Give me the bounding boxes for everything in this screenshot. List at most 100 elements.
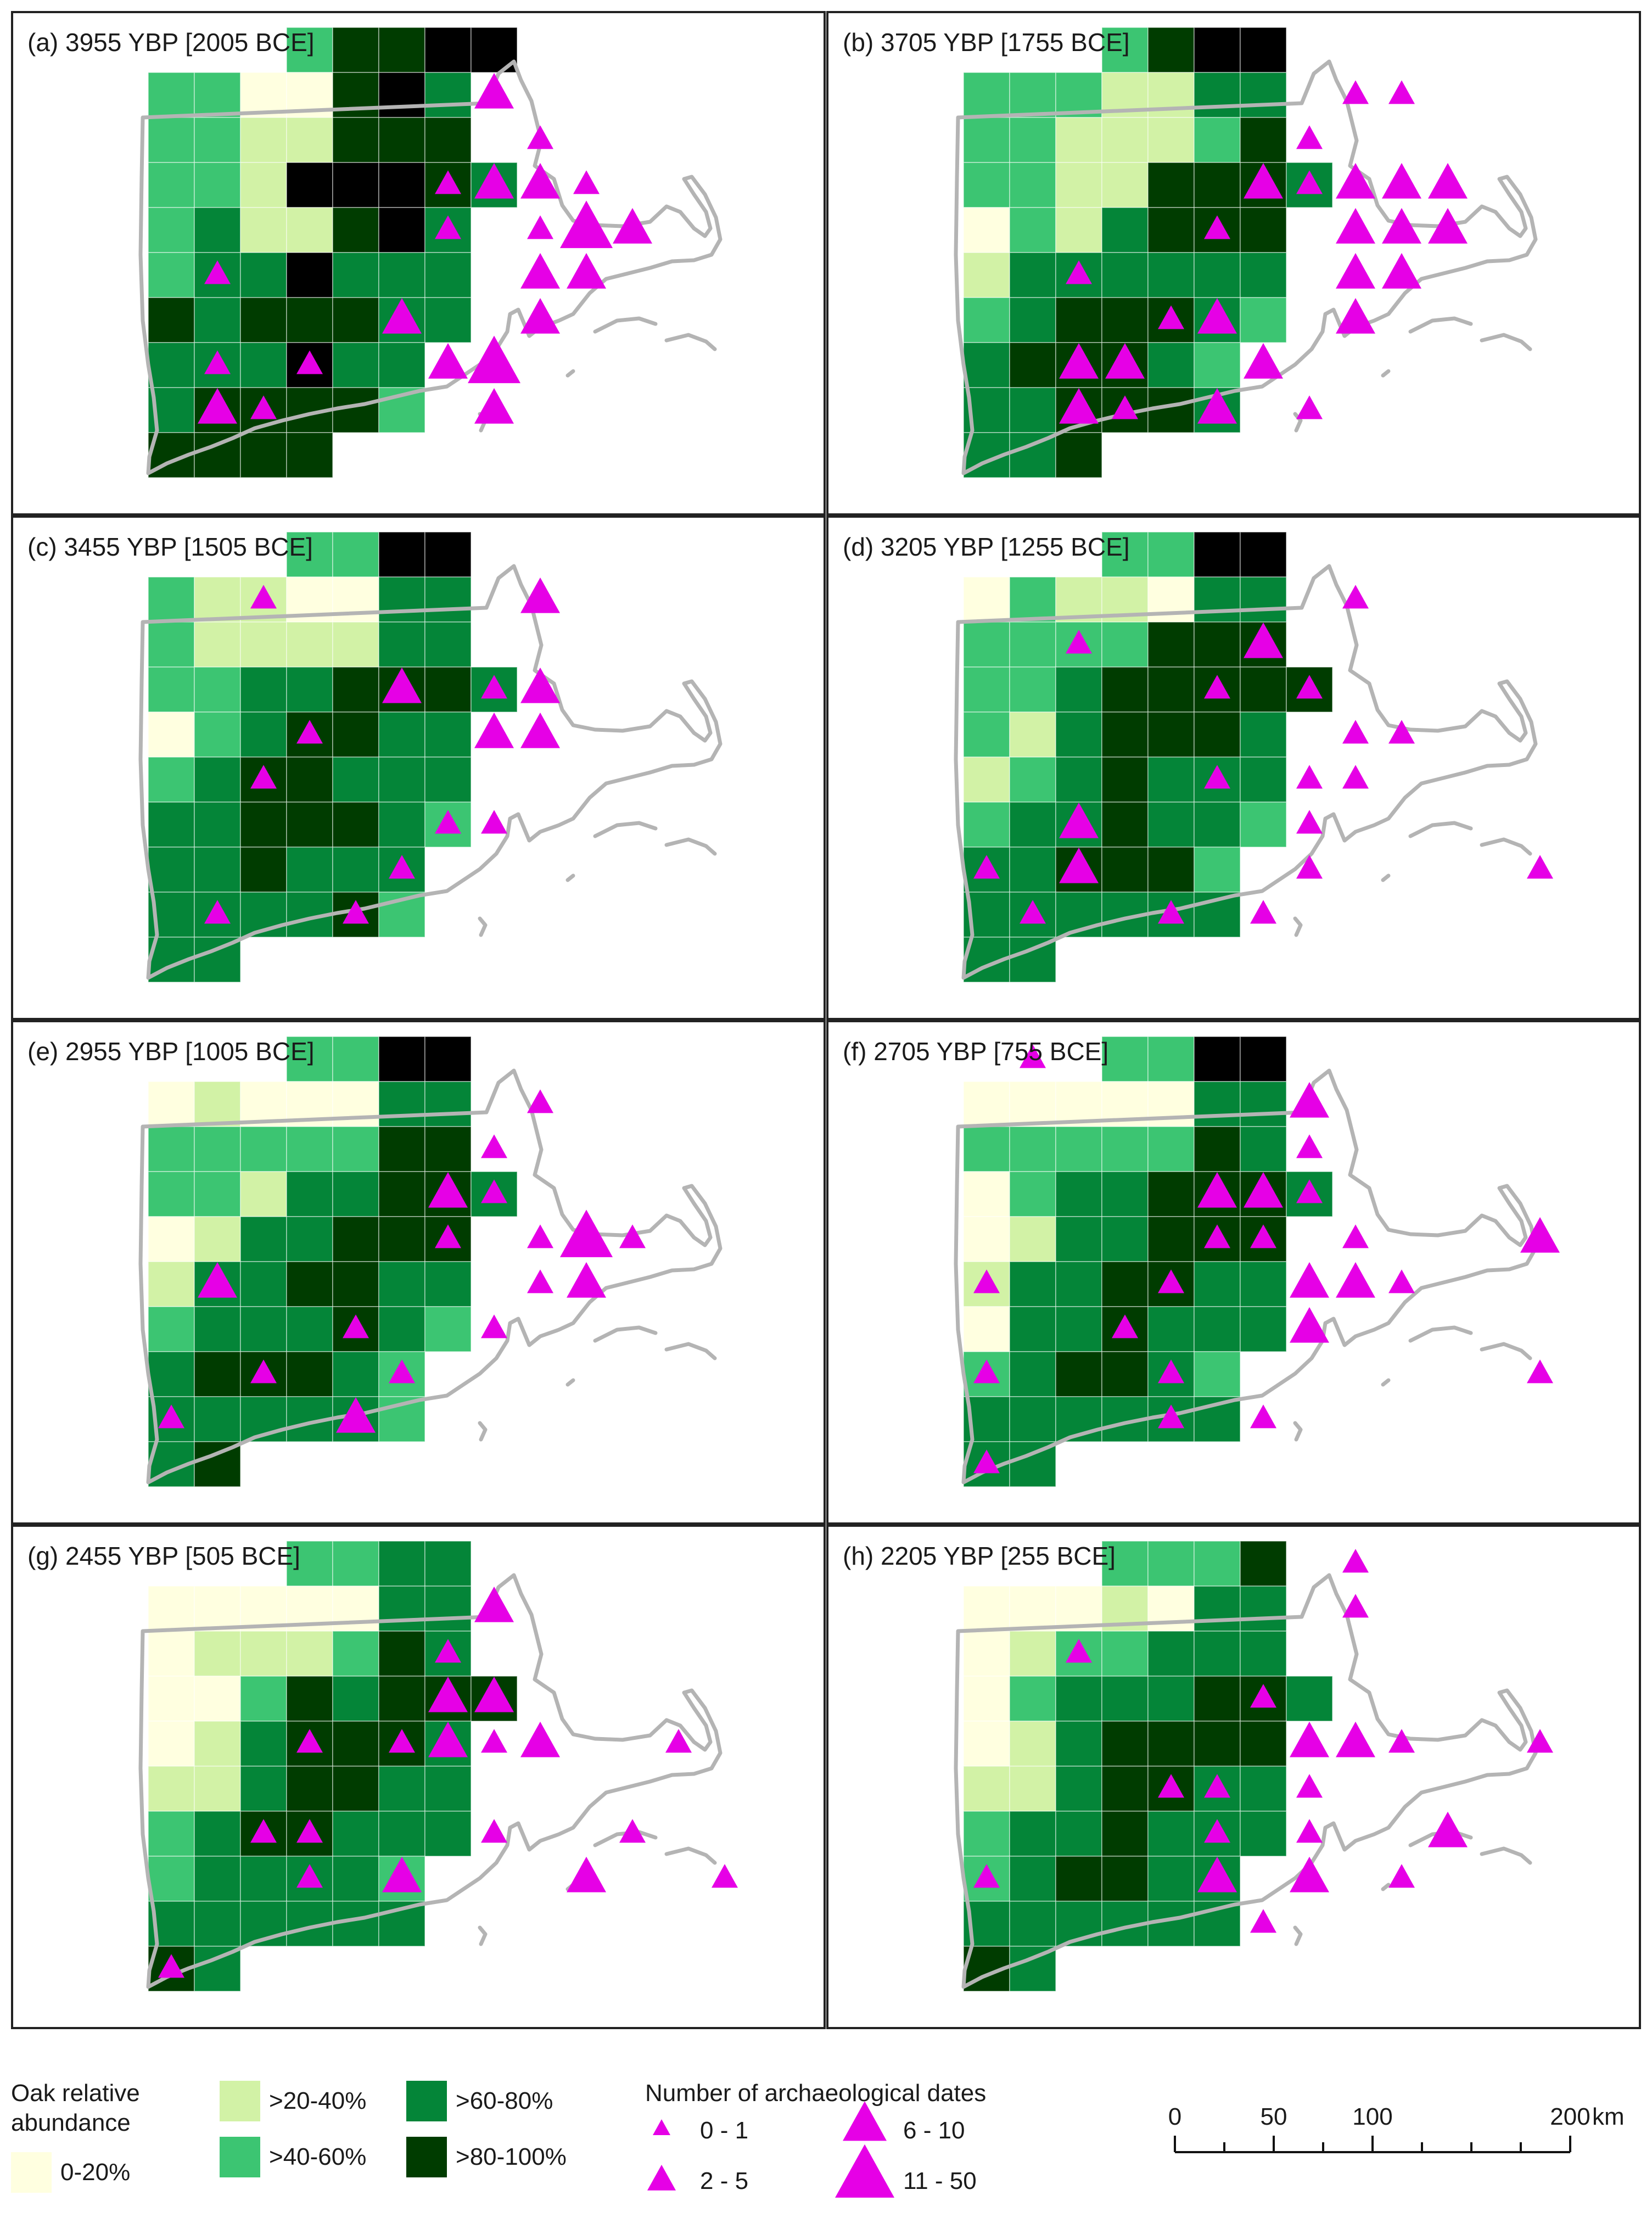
grid-cell <box>963 712 1010 758</box>
grid-cell <box>1055 207 1102 253</box>
grid-cell <box>1240 1036 1287 1082</box>
grid-cell <box>286 117 333 163</box>
islands-outline-4 <box>1381 1883 1391 1891</box>
archaeological-date-marker <box>1527 1729 1553 1753</box>
archaeological-date-marker <box>573 170 600 194</box>
legend-swatch-20-40 <box>220 2081 260 2121</box>
grid-cell <box>963 1721 1010 1767</box>
islands-outline-2 <box>1480 1342 1532 1360</box>
grid-cell <box>332 847 379 893</box>
archaeological-date-marker <box>382 1856 422 1892</box>
archaeological-date-marker <box>1428 1811 1468 1847</box>
grid-cell <box>240 207 287 253</box>
grid-cell <box>1055 1856 1102 1902</box>
legend-label-80-100: >80-100% <box>456 2143 567 2170</box>
grid-cell <box>1147 667 1195 713</box>
grid-cell <box>1194 72 1241 118</box>
grid-cell <box>1101 1261 1149 1307</box>
grid-cell <box>1009 1856 1056 1902</box>
grid-cell <box>194 1586 241 1632</box>
grid-cell <box>1009 117 1056 163</box>
grid-cell <box>1194 1586 1241 1632</box>
islands-outline-1 <box>593 316 658 334</box>
archaeological-date-marker <box>204 350 231 374</box>
grid-cell <box>963 1306 1010 1352</box>
grid-cell <box>148 802 195 848</box>
grid-cell <box>194 117 241 163</box>
grid-cell <box>148 117 195 163</box>
archaeological-date-marker <box>428 1676 468 1712</box>
grid-cell <box>148 1676 195 1722</box>
grid-cell <box>332 1541 379 1587</box>
grid-cell <box>286 432 333 478</box>
grid-cell <box>332 802 379 848</box>
grid-cell <box>1240 72 1287 118</box>
archaeological-date-marker <box>336 1397 376 1433</box>
archaeological-date-marker <box>973 1269 1000 1293</box>
grid-cell <box>1240 1766 1287 1812</box>
archaeological-date-marker <box>1250 900 1276 924</box>
panel-title: (c) 3455 YBP [1505 BCE] <box>27 533 313 561</box>
scale-tick-0: 0 <box>1168 2103 1181 2130</box>
archaeological-date-marker <box>435 1639 461 1663</box>
grid-cell <box>378 1306 425 1352</box>
map-panel-b: (b) 3705 YBP [1755 BCE] <box>826 11 1641 516</box>
grid-cell <box>424 667 472 713</box>
archaeological-date-marker <box>1296 1179 1323 1203</box>
archaeological-date-marker <box>1290 1307 1329 1343</box>
grid-cell <box>332 342 379 388</box>
grid-cell <box>963 297 1010 343</box>
grid-cell <box>1009 72 1056 118</box>
grid-cell <box>1101 1676 1149 1722</box>
grid-cell <box>424 576 472 623</box>
archaeological-date-marker <box>1388 1729 1415 1753</box>
grid-cell <box>148 1721 195 1767</box>
archaeological-date-marker <box>1388 1864 1415 1888</box>
grid-cell <box>963 1126 1010 1172</box>
legend-label-20-40: >20-40% <box>269 2087 367 2114</box>
grid-cell <box>378 1171 425 1217</box>
grid-cell <box>378 27 425 73</box>
grid-cell <box>1240 757 1287 803</box>
oak-abundance-map <box>954 531 1553 983</box>
grid-cell <box>1101 252 1149 298</box>
archaeological-date-marker <box>296 350 323 374</box>
islands-outline-3 <box>1293 412 1303 433</box>
archaeological-sites <box>158 1586 738 1978</box>
grid-cell <box>378 576 425 623</box>
grid-cell <box>194 1216 241 1262</box>
dates-legend-title: Number of archaeological dates <box>645 2080 987 2107</box>
archaeological-date-marker <box>973 1864 1000 1888</box>
grid-cell <box>1009 297 1056 343</box>
legend-label-0-20: 0-20% <box>60 2159 131 2186</box>
grid-cell <box>1194 847 1241 893</box>
grid-cell <box>194 1081 241 1127</box>
grid-cell <box>1101 1216 1149 1262</box>
archaeological-date-marker <box>973 1359 1000 1384</box>
archaeological-sites <box>973 585 1553 924</box>
archaeological-date-marker <box>1382 163 1421 199</box>
grid-cell <box>1009 1631 1056 1677</box>
grid-cell <box>240 1171 287 1217</box>
grid-cell <box>286 1676 333 1722</box>
grid-cell <box>1009 1351 1056 1397</box>
grid-cell <box>1147 342 1195 388</box>
archaeological-date-marker <box>481 810 507 834</box>
grid-cell <box>286 531 333 578</box>
archaeological-date-marker <box>250 765 277 789</box>
grid-cell <box>1009 1306 1056 1352</box>
grid-cell <box>1009 1216 1056 1262</box>
grid-cell <box>1055 162 1102 208</box>
grid-cell <box>963 72 1010 118</box>
legend-swatch-60-80 <box>406 2081 447 2121</box>
grid-cell <box>1101 1766 1149 1812</box>
archaeological-date-marker <box>1059 847 1099 883</box>
islands-outline-2 <box>664 1846 717 1865</box>
archaeological-date-marker <box>1066 260 1092 284</box>
islands-outline-3 <box>1293 1925 1303 1946</box>
grid-cell <box>1240 667 1287 713</box>
grid-cell <box>378 1631 425 1677</box>
grid-cell <box>963 1631 1010 1677</box>
legend-swatch-40-60 <box>220 2137 260 2177</box>
archaeological-date-marker <box>1250 1909 1276 1933</box>
